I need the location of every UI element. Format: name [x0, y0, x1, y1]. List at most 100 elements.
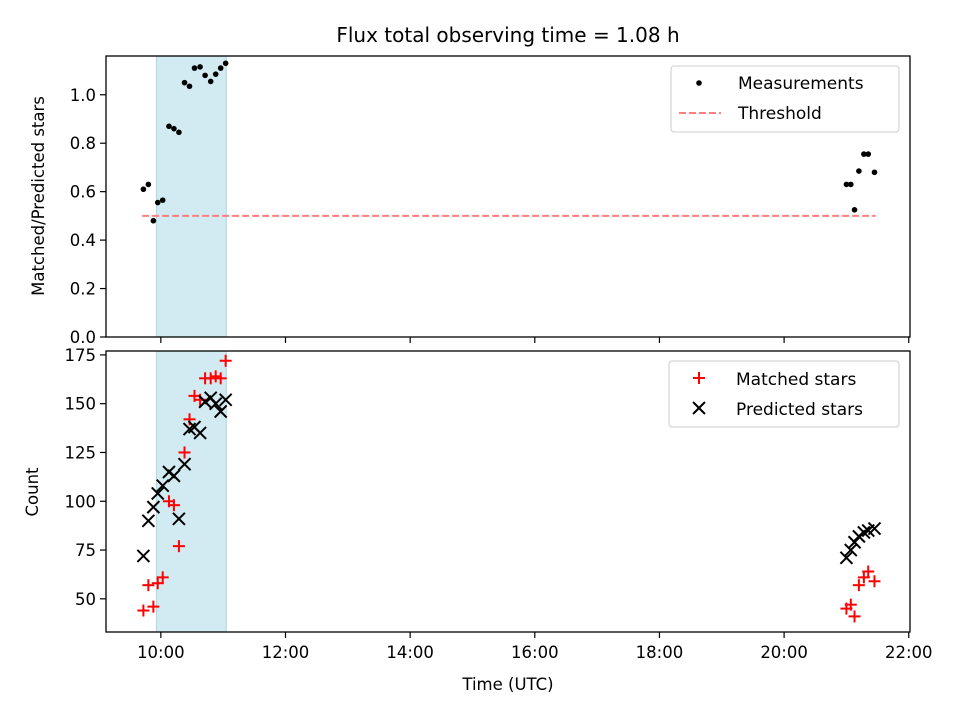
top-measurement-point — [171, 125, 177, 132]
top-measurement-point — [222, 60, 229, 67]
predicted-point-b — [156, 478, 170, 493]
top-measurement-point — [191, 65, 198, 71]
bottom-ytick-label: 175 — [65, 346, 97, 365]
predicted-point-b — [193, 426, 207, 440]
bottom-predicted-point — [156, 478, 170, 493]
top-measurement-point — [181, 79, 188, 86]
bottom-predicted-point — [151, 486, 165, 501]
bottom-x-axis: 10:00 12:00 14:00 16:00 18:00 20:00 22:00 — [137, 632, 933, 662]
top-measurement-point — [865, 151, 872, 157]
top-measurement-point — [140, 186, 147, 193]
bottom-matched-point — [137, 604, 150, 617]
top-measurement-point — [197, 64, 203, 70]
top-measurement-point — [150, 217, 157, 224]
predicted-point-b — [146, 500, 161, 514]
predicted-point-b — [867, 521, 882, 536]
top-measurement-point — [861, 151, 867, 157]
bottom-matched-point — [219, 354, 232, 367]
bottom-matched-point — [167, 499, 180, 512]
bottom-predicted-point — [213, 404, 228, 419]
legend-measurements-label: Measurements — [738, 74, 864, 94]
bottom-ytick-label: 150 — [65, 395, 97, 414]
top-measurement-point — [145, 181, 152, 188]
bottom-ytick-label: 100 — [65, 492, 97, 511]
top-measurement-point — [176, 129, 182, 136]
predicted-point-b — [136, 549, 151, 563]
bottom-axes-frame — [105, 350, 911, 633]
bottom-matched-point — [862, 565, 875, 578]
bottom-matched-point — [178, 446, 191, 459]
bottom-xtick-label: 16:00 — [511, 643, 559, 662]
top-measurement-point — [847, 181, 854, 188]
bottom-matched-point — [147, 600, 160, 613]
bottom-predicted-point — [208, 396, 223, 411]
predicted-point-b — [141, 514, 156, 528]
bottom-xtick-label: 22:00 — [885, 643, 933, 662]
x-axis-label: Time (UTC) — [461, 675, 553, 694]
top-ytick-label: 0.2 — [70, 280, 96, 299]
predicted-point-b — [844, 543, 858, 557]
legend-matched-label: Matched stars — [736, 370, 856, 390]
top-measurement-point — [843, 181, 850, 188]
predicted-point-b — [198, 395, 212, 409]
bottom-predicted-point — [172, 512, 186, 526]
predicted-point-b — [172, 512, 186, 526]
predicted-point-b — [208, 396, 223, 411]
top-y-axis: 0.0 0.2 0.4 0.6 0.8 1.0 — [70, 86, 106, 347]
top-panel: 0.0 0.2 0.4 0.6 0.8 1.0 Matched/Predicted sta… — [29, 55, 911, 347]
top-ytick-label: 0.0 — [70, 328, 96, 347]
bottom-predicted-point — [839, 551, 854, 565]
top-measurement-point — [856, 168, 862, 174]
chart-title: Flux total observing time = 1.08 h — [336, 23, 679, 47]
top-ytick-label: 0.8 — [70, 134, 96, 153]
top-measurement-point — [159, 197, 166, 203]
bottom-predicted-point — [198, 395, 212, 409]
top-ytick-label: 1.0 — [70, 86, 96, 105]
bottom-xtick-label: 12:00 — [262, 643, 310, 662]
bottom-predicted-point — [136, 549, 151, 563]
bottom-matched-point — [142, 579, 155, 592]
bottom-predicted-point — [141, 514, 156, 528]
bottom-matched-point — [172, 540, 185, 553]
top-ytick-label: 0.6 — [70, 183, 96, 202]
bottom-xtick-label: 18:00 — [636, 643, 684, 662]
bottom-xtick-label: 20:00 — [760, 643, 808, 662]
bottom-matched-point — [214, 372, 227, 385]
bottom-predicted-point — [167, 469, 181, 483]
bottom-ytick-label: 50 — [75, 590, 96, 609]
top-axes-frame — [105, 55, 911, 338]
predicted-point-b — [218, 393, 233, 407]
bottom-xtick-label: 10:00 — [137, 643, 185, 662]
bottom-predicted-point — [146, 500, 161, 514]
predicted-point-b — [857, 525, 871, 540]
top-ytick-label: 0.4 — [70, 231, 96, 250]
top-x-ticks — [160, 337, 910, 343]
top-plot-area — [140, 55, 878, 338]
bottom-matched-point — [868, 575, 881, 588]
bottom-matched-point — [852, 579, 865, 592]
bottom-matched-point — [156, 571, 169, 584]
top-measurement-point — [851, 207, 858, 213]
bottom-ytick-label: 75 — [75, 541, 96, 560]
bottom-predicted-point — [867, 521, 882, 536]
bottom-y-axis: 50 75 100 125 150 175 — [65, 346, 106, 609]
top-legend-box — [670, 65, 900, 133]
predicted-point-b — [151, 486, 165, 501]
top-measurement-point — [202, 72, 208, 79]
bottom-plot-area — [136, 350, 882, 633]
top-measurement-point — [871, 169, 878, 176]
bottom-predicted-point — [857, 525, 871, 540]
predicted-point-b — [213, 404, 228, 419]
top-measurement-point — [186, 83, 193, 90]
predicted-point-b — [839, 551, 854, 565]
legend-predicted-label: Predicted stars — [736, 400, 863, 420]
bottom-predicted-point — [193, 426, 207, 440]
bottom-legend: Matched stars Predicted stars — [668, 360, 900, 428]
top-observing-window-shade — [155, 55, 227, 338]
top-measurement-point — [154, 199, 161, 206]
bottom-matched-point — [844, 598, 857, 611]
bottom-predicted-point — [177, 457, 192, 471]
bottom-matched-point — [848, 610, 861, 623]
bottom-predicted-point — [844, 543, 858, 557]
